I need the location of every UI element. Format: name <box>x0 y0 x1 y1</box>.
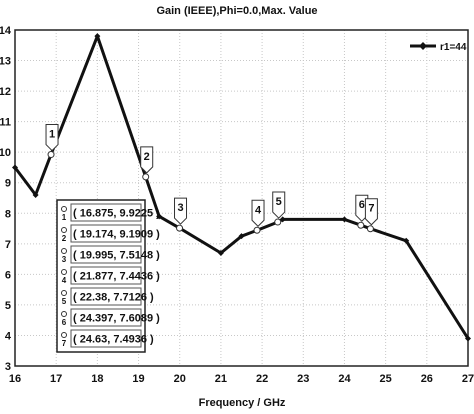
x-tick-label: 22 <box>256 373 268 385</box>
y-tick-label: 7 <box>5 239 11 251</box>
marker-flag <box>140 146 154 174</box>
marker-flag-label: 2 <box>144 151 150 163</box>
x-tick-label: 26 <box>421 373 433 385</box>
marker-row-number: 4 <box>62 276 67 285</box>
marker-row-value: ( 24.63, 7.4936 ) <box>73 334 154 346</box>
marker-point <box>176 224 184 232</box>
data-point <box>217 249 224 256</box>
y-tick-label: 10 <box>0 147 11 159</box>
marker-point <box>274 218 282 226</box>
marker-row-box <box>70 203 142 222</box>
marker-row-value: ( 21.877, 7.4436 ) <box>73 271 160 283</box>
x-axis-title: Frequency / GHz <box>199 397 286 409</box>
marker-flag-label: 7 <box>368 203 374 215</box>
x-tick-label: 16 <box>9 373 21 385</box>
marker-row-symbol <box>61 248 67 254</box>
legend-marker-swatch <box>419 42 427 50</box>
marker-layer: 1 2 3 4 5 6 7 <box>45 124 378 234</box>
marker-table: 1 ( 16.875, 9.9225 ) 2 ( 19.174, 9.1909 ) 3 (… <box>56 199 160 353</box>
marker-row-value: ( 16.875, 9.9225 ) <box>73 208 160 220</box>
marker-point <box>366 225 374 233</box>
y-tick-label: 3 <box>5 361 11 373</box>
marker-row-box <box>70 308 142 327</box>
y-tick-label: 5 <box>5 300 11 312</box>
marker-row-symbol <box>61 332 67 338</box>
marker-flag-label: 3 <box>177 202 183 214</box>
marker-flag <box>251 199 265 227</box>
marker-flag-label: 1 <box>49 129 55 141</box>
x-tick-label: 18 <box>91 373 103 385</box>
axis-ticks: 16 17 18 19 20 21 22 23 24 25 26 273456789101112131… <box>0 25 474 385</box>
plot-frame <box>14 29 469 367</box>
chart-title: Gain (IEEE),Phi=0.0,Max. Value <box>156 5 317 17</box>
marker-row-box <box>70 329 142 348</box>
data-point <box>279 216 286 223</box>
marker-flag <box>45 124 59 152</box>
marker-point <box>47 151 55 159</box>
marker-row-number: 1 <box>62 213 67 222</box>
marker-row-symbol <box>61 290 67 296</box>
x-tick-label: 24 <box>338 373 351 385</box>
data-point <box>238 233 245 240</box>
y-tick-label: 14 <box>0 25 12 37</box>
y-tick-label: 6 <box>5 269 11 281</box>
data-point <box>403 237 410 244</box>
x-tick-label: 23 <box>297 373 309 385</box>
marker-point <box>253 226 261 234</box>
marker-flag <box>174 197 188 225</box>
marker-row-box <box>70 287 142 306</box>
marker-point <box>357 221 365 229</box>
x-tick-label: 25 <box>380 373 392 385</box>
marker-row-symbol <box>61 227 67 233</box>
marker-row-number: 3 <box>62 255 67 264</box>
y-tick-label: 11 <box>0 117 11 129</box>
marker-row-number: 7 <box>62 339 67 348</box>
marker-row-value: ( 19.174, 9.1909 ) <box>73 229 160 241</box>
marker-row-symbol <box>61 206 67 212</box>
marker-row-value: ( 22.38, 7.7126 ) <box>73 292 154 304</box>
marker-flag-label: 5 <box>276 196 282 208</box>
marker-row-symbol <box>61 269 67 275</box>
marker-row-number: 6 <box>62 318 67 327</box>
marker-row-value: ( 19.995, 7.5148 ) <box>73 250 160 262</box>
marker-flag <box>272 191 286 219</box>
y-tick-label: 4 <box>5 330 12 342</box>
x-tick-label: 27 <box>462 373 474 385</box>
marker-flag <box>355 194 369 222</box>
marker-flag-label: 6 <box>359 199 365 211</box>
marker-row-box <box>70 224 142 243</box>
data-point <box>156 213 163 220</box>
legend-entry-r1: r1=44 <box>440 42 467 53</box>
marker-row-symbol <box>61 311 67 317</box>
data-point <box>32 191 39 198</box>
marker-row-box <box>70 266 142 285</box>
x-tick-label: 20 <box>174 373 186 385</box>
marker-flag-label: 4 <box>255 204 262 216</box>
marker-row-number: 5 <box>62 297 67 306</box>
data-point <box>12 164 18 171</box>
marker-row-box <box>70 245 142 264</box>
data-point <box>465 335 471 342</box>
data-point <box>341 216 348 223</box>
marker-row-number: 2 <box>62 234 67 243</box>
x-tick-label: 19 <box>132 373 144 385</box>
marker-point <box>142 173 150 181</box>
y-tick-label: 12 <box>0 86 11 98</box>
x-tick-label: 17 <box>50 373 62 385</box>
y-tick-label: 13 <box>0 56 11 68</box>
marker-flag <box>364 198 378 226</box>
legend: r1=44 <box>410 42 467 53</box>
x-tick-label: 21 <box>215 373 227 385</box>
data-point <box>94 33 101 40</box>
marker-row-value: ( 24.397, 7.6089 ) <box>73 313 160 325</box>
y-tick-label: 9 <box>5 178 11 190</box>
y-tick-label: 8 <box>5 208 11 220</box>
